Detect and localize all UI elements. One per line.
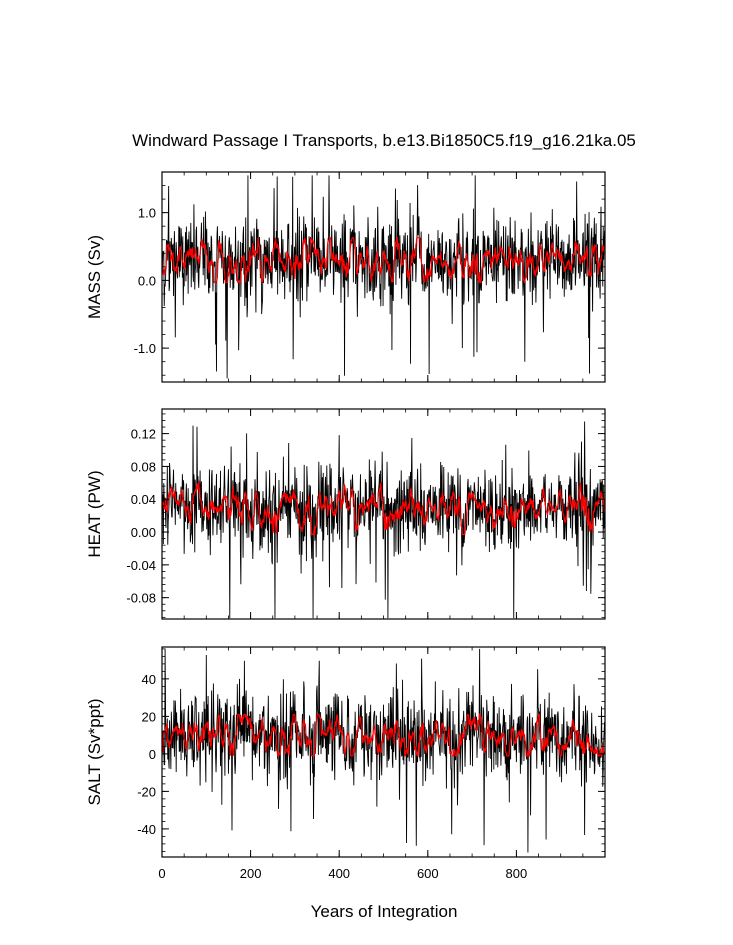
series-smoothed-line-2 (162, 480, 605, 536)
y-tick-label: -1.0 (134, 341, 156, 356)
y-axis-label: MASS (Sv) (85, 235, 104, 319)
x-tick-label: 600 (417, 866, 439, 881)
series-smoothed-line-1 (162, 237, 605, 285)
y-tick-label: 0.12 (131, 427, 156, 442)
series-raw-line-1 (162, 175, 605, 379)
y-tick-label: 0 (149, 747, 156, 762)
panels: -1.0 0.0 1.0 MASS (Sv) -0.08 -0.04 0.00 0.04 0.0… (85, 171, 606, 881)
panel-3: -40 -20 0 20 40 SALT (Sv*ppt) (85, 646, 606, 858)
y-tick-label: 40 (142, 672, 156, 687)
series-raw-line-2 (162, 421, 605, 619)
x-tick-label: 200 (240, 866, 262, 881)
panel-1: -1.0 0.0 1.0 MASS (Sv) (85, 171, 606, 383)
y-tick-label: -40 (137, 822, 156, 837)
x-axis-label: Years of Integration (311, 902, 458, 921)
y-tick-label: 1.0 (138, 206, 156, 221)
y-tick-label: -0.08 (126, 591, 156, 606)
y-tick-label: 0.08 (131, 459, 156, 474)
y-tick-label: 20 (142, 709, 156, 724)
y-tick-label: 0.04 (131, 492, 156, 507)
x-tick-label: 400 (328, 866, 350, 881)
series-smoothed-line-3 (162, 712, 605, 757)
chart-title: Windward Passage I Transports, b.e13.Bi1… (132, 131, 636, 150)
y-tick-label: 0.00 (131, 525, 156, 540)
x-tick-label: 0 (158, 866, 165, 881)
y-tick-label: -20 (137, 784, 156, 799)
x-tick-label: 800 (506, 866, 528, 881)
panel-2: -0.08 -0.04 0.00 0.04 0.08 0.12 HEAT (PW) (85, 408, 606, 620)
y-axis-label: SALT (Sv*ppt) (85, 698, 104, 805)
y-axis-label: HEAT (PW) (85, 470, 104, 557)
series-raw-line-3 (162, 648, 605, 853)
y-tick-label: -0.04 (126, 558, 156, 573)
y-tick-label: 0.0 (138, 273, 156, 288)
